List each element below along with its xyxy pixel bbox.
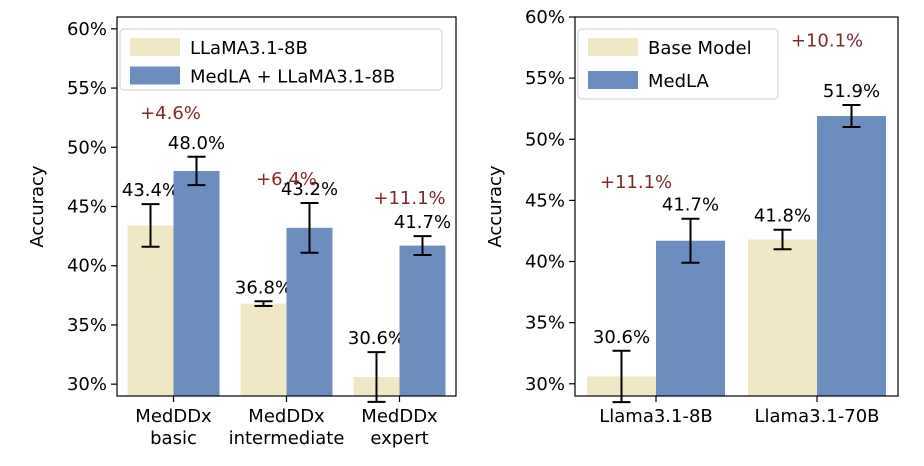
legend-entry: Base Model — [648, 38, 752, 59]
chart-2: 30.6% 41.7% Llama3.1-8B 41.8% 51.9% Llama3.1-… — [485, 7, 899, 427]
x-tick-label: MedDDx — [361, 406, 438, 427]
bar-llama3-1-8b-2 — [240, 303, 287, 396]
legend-entry: LLaMA3.1-8B — [190, 38, 308, 59]
data-label: 43.2% — [281, 179, 338, 200]
legend-box — [119, 28, 443, 91]
y-tick-label: 35% — [525, 313, 565, 334]
y-tick-label: 60% — [525, 7, 565, 28]
x-tick-label: intermediate — [229, 428, 345, 449]
y-tick-label: 50% — [67, 137, 107, 158]
data-label: 48.0% — [168, 133, 225, 154]
x-tick-label: MedDDx — [248, 406, 325, 427]
legend-swatch — [130, 66, 180, 85]
y-tick-label: 50% — [525, 129, 565, 150]
data-label: 43.4% — [122, 180, 179, 201]
bar-llama3-1-8b-1 — [127, 225, 174, 396]
data-label: 36.8% — [235, 277, 292, 298]
data-label: 41.8% — [754, 206, 811, 227]
bar-medla-llama3-1-8b-3 — [399, 245, 446, 396]
y-axis-label: Accuracy — [485, 165, 506, 248]
data-label: 51.9% — [823, 81, 880, 102]
y-tick-label: 35% — [67, 315, 107, 336]
data-label: 30.6% — [593, 327, 650, 348]
y-tick-label: 40% — [67, 256, 107, 277]
bar-medla-llama3-1-8b-2 — [286, 227, 333, 396]
y-tick-label: 45% — [67, 197, 107, 218]
y-tick-label: 30% — [67, 374, 107, 395]
legend-entry: MedLA + LLaMA3.1-8B — [190, 67, 395, 88]
bar-base-model-2 — [748, 239, 817, 396]
y-tick-label: 45% — [525, 190, 565, 211]
x-tick-label: Llama3.1-8B — [599, 406, 713, 427]
x-tick-label: MedDDx — [135, 406, 212, 427]
x-tick-label: expert — [370, 428, 428, 449]
gain-annotation: +4.6% — [140, 103, 201, 124]
y-tick-label: 60% — [67, 19, 107, 40]
data-label: 41.7% — [662, 195, 719, 216]
gain-annotation: +11.1% — [600, 172, 672, 193]
y-tick-label: 30% — [525, 374, 565, 395]
legend-swatch — [130, 38, 180, 56]
gain-annotation: +6.4% — [256, 169, 317, 190]
legend: LLaMA3.1-8B MedLA + LLaMA3.1-8B — [119, 28, 443, 91]
legend-swatch — [588, 71, 638, 89]
gain-annotation: +11.1% — [373, 188, 445, 209]
y-tick-label: 55% — [525, 68, 565, 89]
legend-swatch — [588, 38, 638, 56]
x-tick-label: basic — [150, 428, 197, 449]
bar-medla-1 — [656, 240, 725, 396]
gain-annotation: +10.1% — [791, 30, 863, 51]
bar-medla-2 — [817, 116, 886, 397]
bar-medla-llama3-1-8b-1 — [173, 170, 220, 396]
axes-frame — [574, 16, 899, 397]
x-tick-label: Llama3.1-70B — [755, 406, 880, 427]
legend-entry: MedLA — [648, 71, 709, 92]
y-tick-label: 55% — [67, 78, 107, 99]
legend: Base Model MedLA — [577, 28, 779, 100]
data-label: 41.7% — [394, 212, 451, 233]
data-label: 30.6% — [348, 328, 405, 349]
y-tick-label: 40% — [525, 252, 565, 273]
chart-1: 43.4%48.0%MedDDxbasic36.8%43.2%MedDDxint… — [27, 16, 457, 449]
y-axis-label: Accuracy — [27, 165, 48, 248]
